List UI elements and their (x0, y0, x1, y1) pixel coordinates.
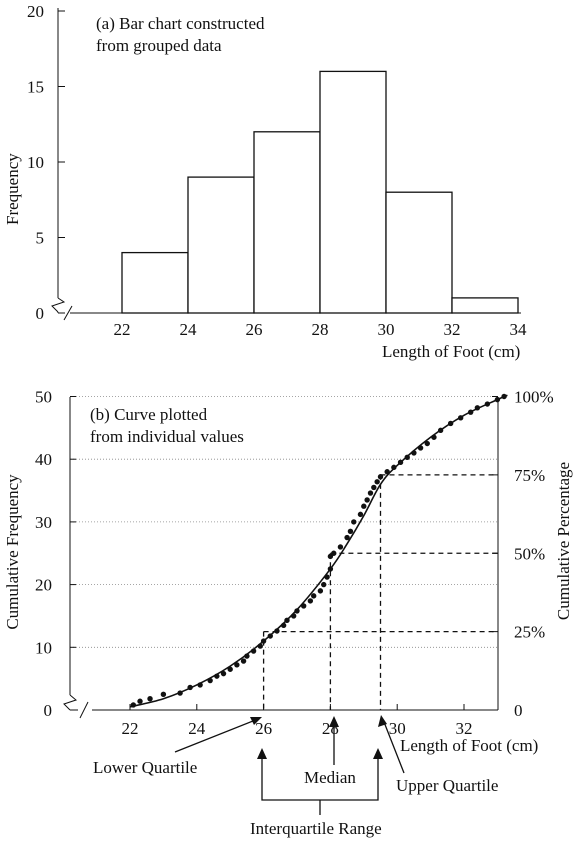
y-axis-break-mark (63, 694, 78, 711)
histogram-bar (319, 70, 387, 314)
histogram-chart: 22 24 26 28 30 32 34 0 5 10 15 20 (a) Bar chart co… (3, 2, 527, 361)
lower-quartile-arrow-line (174, 718, 259, 753)
data-point (357, 511, 364, 518)
data-point (240, 658, 247, 664)
y2-tick-label: 25% (514, 623, 545, 642)
x-tick-label: 24 (180, 320, 198, 339)
x-tick-label: 24 (188, 719, 206, 738)
histogram-bar (187, 176, 255, 314)
data-point (321, 581, 327, 588)
data-point (220, 670, 227, 677)
chart-title: (b) Curve plotted (90, 405, 208, 424)
x-tick-label: 32 (456, 719, 473, 738)
data-point (307, 598, 314, 604)
data-point (371, 484, 377, 491)
data-point (361, 503, 367, 509)
x-tick-label: 32 (444, 320, 461, 339)
data-point (234, 662, 240, 668)
x-tick-label: 22 (122, 719, 139, 738)
data-point (391, 464, 397, 471)
iqr-left-arrowhead (257, 748, 267, 759)
data-point (344, 534, 350, 541)
y2-tick-label: 50% (514, 544, 545, 563)
interquartile-range-label: Interquartile Range (250, 819, 382, 838)
y2-tick-label: 0 (514, 701, 523, 720)
x-axis-label: Length of Foot (cm) (400, 736, 538, 755)
y-tick-label: 20 (27, 2, 44, 21)
y-tick-label: 0 (36, 304, 45, 323)
data-point (147, 696, 153, 702)
quartile-annotations: Lower Quartile Median Upper Quartile Int… (93, 715, 498, 838)
x-tick-label: 34 (510, 320, 528, 339)
data-point (367, 490, 374, 496)
y-axis-label: Cumulative Frequency (3, 474, 22, 630)
data-point (160, 691, 167, 698)
y-tick-label: 10 (35, 638, 52, 657)
data-point (374, 479, 380, 485)
median-arrowhead (329, 716, 339, 727)
upper-quartile-arrowhead (378, 715, 387, 727)
x-axis-break-mark (63, 305, 73, 321)
data-point (351, 519, 357, 525)
lower-quartile-label: Lower Quartile (93, 758, 197, 777)
chart-subtitle: from individual values (90, 427, 244, 446)
data-point (331, 550, 337, 556)
cumulative-curve (129, 394, 508, 708)
data-point (424, 440, 430, 447)
y-tick-label: 30 (35, 513, 52, 532)
x-axis-break-mark (79, 701, 89, 719)
data-point (137, 698, 143, 704)
y2-tick-label: 100% (514, 388, 554, 407)
x-tick-label: 30 (378, 320, 395, 339)
y-axis-break-mark (51, 297, 66, 313)
y2-tick-label: 75% (514, 466, 545, 485)
histogram-bar (385, 191, 453, 314)
chart-title: (a) Bar chart constructed (96, 14, 265, 33)
y-tick-label: 10 (27, 153, 44, 172)
x-tick-label: 28 (312, 320, 329, 339)
x-axis-label: Length of Foot (cm) (382, 342, 520, 361)
data-point (377, 474, 384, 480)
data-point (337, 544, 344, 550)
y-axis-label: Frequency (3, 153, 22, 225)
x-tick-label: 30 (389, 719, 406, 738)
median-label: Median (304, 768, 356, 787)
y-tick-label: 50 (35, 388, 52, 407)
upper-quartile-label: Upper Quartile (396, 776, 498, 795)
data-point (364, 497, 370, 503)
y-tick-label: 0 (44, 701, 53, 720)
y-tick-label: 20 (35, 576, 52, 595)
chart-subtitle: from grouped data (96, 36, 222, 55)
x-tick-label: 26 (255, 719, 272, 738)
iqr-right-arrowhead (373, 748, 383, 759)
x-tick-label: 26 (246, 320, 263, 339)
data-point (347, 528, 354, 535)
y2-axis-label: Cumulative Percentage (554, 462, 573, 620)
lower-quartile-arrowhead (250, 717, 262, 725)
y-tick-label: 40 (35, 450, 52, 469)
data-point (311, 593, 317, 599)
data-point (317, 588, 324, 594)
y-tick-label: 5 (36, 229, 45, 248)
histogram-bar (253, 131, 321, 314)
x-tick-label: 22 (114, 320, 131, 339)
y-tick-label: 15 (27, 78, 44, 97)
histogram-bar (451, 297, 519, 314)
upper-quartile-arrow-line (383, 721, 405, 774)
histogram-bar (121, 251, 189, 314)
